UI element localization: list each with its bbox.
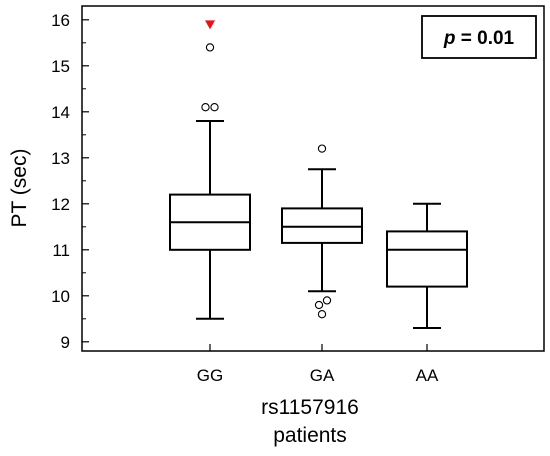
y-tick-label: 11 [52, 241, 70, 260]
plot-frame [81, 5, 545, 352]
box-aa [386, 202, 468, 329]
y-tick-label: 10 [51, 287, 70, 306]
outlier-point [205, 43, 215, 52]
y-tick-label: 14 [51, 103, 70, 122]
y-tick-label: 16 [51, 11, 70, 30]
iqr-box [386, 230, 468, 288]
outlier-point [210, 103, 219, 112]
y-tick-label: 9 [61, 333, 70, 352]
y-tick-label: 12 [51, 195, 70, 214]
y-axis-title: PT (sec) [8, 149, 31, 228]
x-axis-title-line-1: rs1157916 [261, 396, 359, 419]
outlier-point [317, 310, 327, 319]
outlier-point [322, 296, 332, 305]
outlier-point [314, 300, 324, 310]
x-tick-label: GG [197, 366, 223, 385]
box-series [169, 20, 468, 329]
outlier-point [317, 144, 327, 153]
box-ga [281, 144, 363, 319]
p-value-box [421, 15, 537, 59]
iqr-box [281, 207, 363, 244]
x-tick-label: AA [416, 366, 439, 385]
p-value-annotation: p = 0.01 [421, 15, 537, 59]
p-value-label: p = 0.01 [443, 28, 515, 49]
max-marker [205, 20, 215, 30]
y-tick-label: 13 [51, 149, 70, 168]
x-tick-label: GA [310, 366, 335, 385]
y-axis: 9 10 11 12 13 14 15 16 [51, 11, 89, 352]
x-axis-title-line-2: patients [273, 424, 347, 447]
outlier-point [201, 103, 210, 112]
box-gg [169, 20, 251, 320]
y-tick-label: 15 [51, 57, 70, 76]
x-axis: GG GA AA [197, 344, 439, 385]
